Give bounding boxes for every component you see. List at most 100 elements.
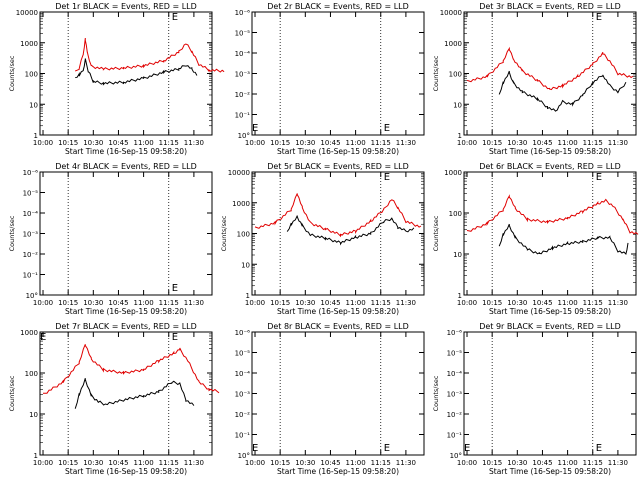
- x-tick-label: 10:15: [270, 299, 290, 307]
- y-tick-label: 1: [246, 292, 250, 300]
- y-tick-label: 100: [237, 231, 250, 239]
- plot-frame: [463, 331, 637, 456]
- x-tick-label: 10:45: [532, 459, 552, 467]
- plot-frame: [39, 171, 213, 296]
- y-tick-label: 10⁻³: [235, 391, 251, 399]
- x-tick-label: 10:30: [295, 459, 315, 467]
- plot-frame: [251, 331, 425, 456]
- y-tick-label: 10⁻⁵: [235, 350, 251, 358]
- x-tick-label: 10:00: [33, 299, 53, 307]
- y-tick-label: 10⁻⁴: [447, 370, 463, 378]
- y-tick-label: 1000: [20, 329, 38, 337]
- y-tick-label: 10000: [16, 9, 38, 17]
- event-marker: E: [384, 172, 390, 183]
- x-axis-label: Start Time (16-Sep-15 09:58:20): [65, 147, 187, 156]
- y-tick-label: 1000: [444, 40, 462, 48]
- x-tick-label: 11:00: [346, 139, 366, 147]
- event-marker: E: [172, 332, 178, 343]
- y-tick-label: 1: [34, 452, 38, 460]
- y-tick-label: 10⁻²: [447, 411, 463, 419]
- x-tick-label: 11:15: [159, 299, 179, 307]
- event-marker: E: [172, 283, 178, 294]
- y-tick-label: 10⁻¹: [235, 112, 251, 120]
- y-axis-label: Counts/sec: [432, 375, 440, 411]
- y-tick-label: 1: [34, 132, 38, 140]
- x-axis-label: Start Time (16-Sep-15 09:58:20): [277, 467, 399, 476]
- y-tick-label: 1000: [20, 40, 38, 48]
- y-tick-label: 10⁻⁴: [235, 50, 251, 58]
- x-tick-label: 11:15: [371, 139, 391, 147]
- x-axis-label: Start Time (16-Sep-15 09:58:20): [65, 307, 187, 316]
- x-tick-label: 10:15: [482, 299, 502, 307]
- x-tick-label: 10:15: [482, 139, 502, 147]
- y-tick-label: 10°: [26, 292, 38, 300]
- x-tick-label: 10:15: [270, 139, 290, 147]
- series-line-events: [498, 223, 629, 255]
- chart-title: Det 9r BLACK = Events, RED = LLD: [479, 322, 621, 331]
- y-tick-label: 10000: [228, 169, 250, 177]
- y-tick-label: 10⁻²: [235, 91, 251, 99]
- y-tick-label: 10⁻⁵: [235, 30, 251, 38]
- x-tick-label: 11:30: [184, 139, 204, 147]
- y-tick-label: 10⁻²: [235, 411, 251, 419]
- x-tick-label: 11:15: [583, 459, 603, 467]
- x-tick-label: 10:30: [507, 459, 527, 467]
- y-tick-label: 10⁻¹: [447, 432, 463, 440]
- x-tick-label: 10:45: [108, 139, 128, 147]
- x-axis-label: Start Time (16-Sep-15 09:58:20): [489, 307, 611, 316]
- y-tick-label: 10⁻⁶: [235, 329, 251, 337]
- x-tick-label: 11:00: [346, 459, 366, 467]
- y-axis-label: Counts/sec: [432, 55, 440, 91]
- x-tick-label: 10:30: [295, 139, 315, 147]
- y-tick-label: 10⁻³: [447, 391, 463, 399]
- chart-title: Det 8r BLACK = Events, RED = LLD: [267, 322, 409, 331]
- x-tick-label: 10:45: [320, 139, 340, 147]
- event-marker: E: [40, 332, 46, 343]
- y-tick-label: 100: [449, 210, 462, 218]
- x-tick-label: 10:45: [108, 299, 128, 307]
- y-tick-label: 100: [25, 370, 38, 378]
- y-tick-label: 10: [453, 101, 462, 109]
- x-tick-label: 11:30: [396, 139, 416, 147]
- series-line-events: [286, 215, 415, 246]
- x-tick-label: 10:00: [245, 459, 265, 467]
- x-tick-label: 10:45: [320, 299, 340, 307]
- chart-title: Det 6r BLACK = Events, RED = LLD: [479, 162, 621, 171]
- x-tick-label: 11:15: [371, 299, 391, 307]
- event-marker: E: [384, 443, 390, 454]
- y-tick-label: 10⁻²: [23, 251, 39, 259]
- chart-title: Det 3r BLACK = Events, RED = LLD: [479, 2, 621, 11]
- y-tick-label: 10⁻⁴: [235, 370, 251, 378]
- y-tick-label: 10⁻³: [235, 71, 251, 79]
- y-tick-label: 10: [241, 261, 250, 269]
- y-axis-label: Counts/sec: [432, 215, 440, 251]
- x-tick-label: 10:45: [532, 299, 552, 307]
- plot-frame: [463, 171, 637, 296]
- x-tick-label: 11:15: [583, 139, 603, 147]
- chart-title: Det 1r BLACK = Events, RED = LLD: [55, 2, 197, 11]
- x-axis-label: Start Time (16-Sep-15 09:58:20): [489, 467, 611, 476]
- x-tick-label: 11:15: [583, 299, 603, 307]
- x-tick-label: 10:15: [270, 459, 290, 467]
- x-axis-label: Start Time (16-Sep-15 09:58:20): [277, 307, 399, 316]
- x-tick-label: 11:30: [184, 459, 204, 467]
- x-tick-label: 10:00: [457, 299, 477, 307]
- x-tick-label: 10:00: [457, 459, 477, 467]
- x-axis-label: Start Time (16-Sep-15 09:58:20): [489, 147, 611, 156]
- x-tick-label: 11:00: [558, 299, 578, 307]
- series-line-lld: [75, 37, 225, 73]
- event-marker: E: [384, 123, 390, 134]
- plot-frame: [39, 11, 213, 136]
- x-tick-label: 11:00: [558, 139, 578, 147]
- y-tick-label: 100: [25, 71, 38, 79]
- x-tick-label: 11:30: [184, 299, 204, 307]
- y-tick-label: 10⁻⁵: [23, 190, 39, 198]
- x-tick-label: 10:00: [33, 459, 53, 467]
- y-tick-label: 10: [29, 101, 38, 109]
- x-tick-label: 10:30: [83, 139, 103, 147]
- x-tick-label: 10:00: [457, 139, 477, 147]
- chart-title: Det 7r BLACK = Events, RED = LLD: [55, 322, 197, 331]
- x-tick-label: 10:30: [83, 299, 103, 307]
